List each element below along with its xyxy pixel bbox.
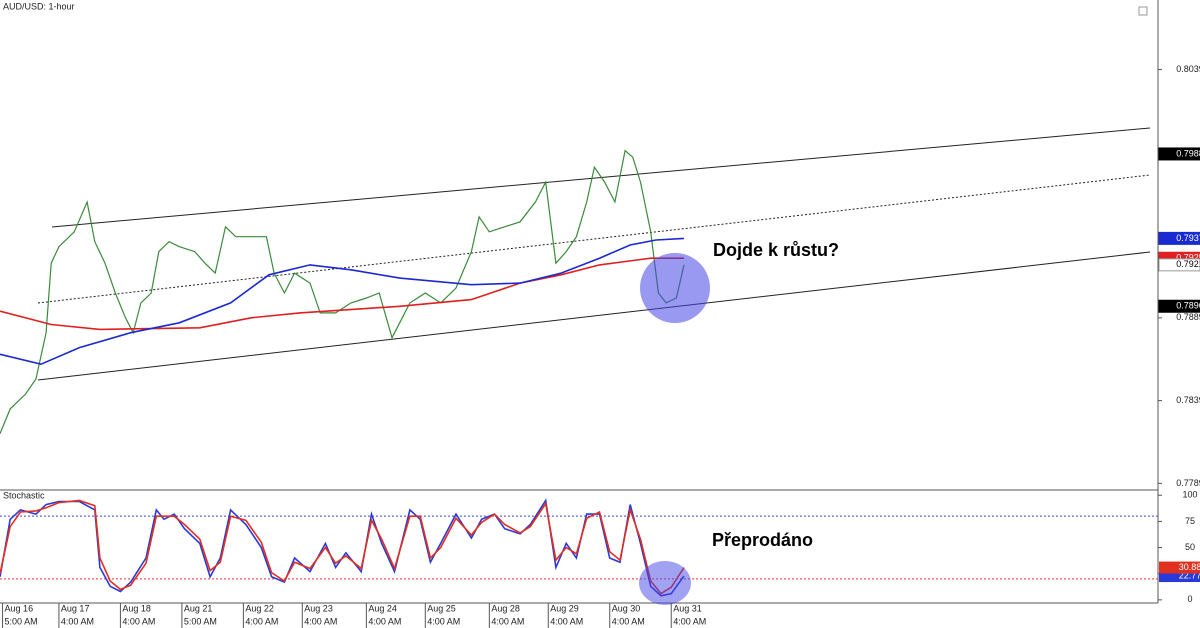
- price-label: 0.7988: [1176, 148, 1200, 158]
- x-tick-time: 4:00 AM: [673, 616, 706, 626]
- x-tick-label: Aug 30: [612, 603, 641, 613]
- y-tick-label: 100: [1182, 490, 1197, 500]
- x-tick-time: 4:00 AM: [612, 616, 645, 626]
- price-label: 0.7925: [1176, 253, 1200, 263]
- panel-title: Stochastic: [3, 490, 45, 500]
- y-tick-label: 0.7889: [1176, 312, 1200, 322]
- x-tick-label: Aug 25: [427, 603, 456, 613]
- value-label: 30.88: [1179, 562, 1200, 572]
- y-tick-label: 0.7789: [1176, 478, 1200, 488]
- x-tick-time: 4:00 AM: [304, 616, 337, 626]
- price-label: 0.7937: [1176, 233, 1200, 243]
- x-tick-time: 4:00 AM: [491, 616, 524, 626]
- x-tick-label: Aug 18: [122, 603, 151, 613]
- x-tick-time: 5:00 AM: [5, 616, 38, 626]
- y-tick-label: 75: [1185, 516, 1195, 526]
- price-label: 0.7921: [1176, 259, 1200, 269]
- channel-lower: [37, 251, 1151, 381]
- price-label-box: [1158, 147, 1200, 161]
- price-label: 0.7896: [1176, 301, 1200, 311]
- price-label-box: [1158, 231, 1200, 245]
- x-tick-label: Aug 22: [245, 603, 274, 613]
- x-tick-label: Aug 31: [673, 603, 702, 613]
- value-label: 22.77: [1179, 570, 1200, 580]
- highlight-circle: [639, 561, 691, 605]
- x-tick-label: Aug 17: [61, 603, 90, 613]
- x-tick-time: 4:00 AM: [61, 616, 94, 626]
- value-label-box: [1159, 561, 1200, 574]
- y-tick-label: 0.8039: [1176, 64, 1200, 74]
- annotation: Dojde k růstu?: [713, 240, 839, 260]
- series-line: [0, 149, 685, 434]
- x-tick-label: Aug 24: [368, 603, 397, 613]
- window-icon[interactable]: [1138, 6, 1148, 16]
- x-tick-time: 4:00 AM: [245, 616, 278, 626]
- x-tick-time: 4:00 AM: [550, 616, 583, 626]
- x-tick-time: 4:00 AM: [122, 616, 155, 626]
- x-tick-time: 5:00 AM: [184, 616, 217, 626]
- x-tick-time: 4:00 AM: [368, 616, 401, 626]
- x-tick-time: 4:00 AM: [427, 616, 460, 626]
- price-label-box: [1158, 299, 1200, 313]
- x-tick-label: Aug 21: [184, 603, 213, 613]
- channel-middle: [37, 174, 1151, 304]
- x-tick-label: Aug 16: [5, 603, 34, 613]
- series-line: [0, 237, 685, 366]
- y-tick-label: 50: [1185, 542, 1195, 552]
- series-line: [0, 257, 684, 331]
- annotation: Přeprodáno: [712, 530, 813, 550]
- chart-title: AUD/USD: 1-hour: [3, 1, 75, 11]
- highlight-circle: [640, 253, 710, 323]
- x-tick-label: Aug 23: [304, 603, 333, 613]
- price-label-box: [1158, 258, 1200, 272]
- y-tick-label: 0.7839: [1176, 395, 1200, 405]
- y-tick-label: 0: [1187, 594, 1192, 604]
- x-tick-label: Aug 29: [550, 603, 579, 613]
- series-line: [0, 499, 685, 595]
- x-tick-label: Aug 28: [491, 603, 520, 613]
